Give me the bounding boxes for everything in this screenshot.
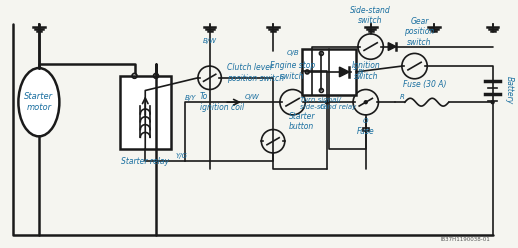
Text: B/W: B/W — [203, 38, 217, 44]
Text: Starter
motor: Starter motor — [24, 93, 53, 112]
Bar — [363, 127, 369, 131]
Text: Starter
button: Starter button — [289, 112, 315, 131]
Text: To
ignition coil: To ignition coil — [200, 93, 244, 112]
Text: O/B: O/B — [287, 50, 299, 56]
Circle shape — [491, 101, 494, 104]
Text: G: G — [320, 104, 325, 110]
Circle shape — [364, 101, 367, 104]
Text: B/Y: B/Y — [185, 95, 197, 101]
Polygon shape — [388, 43, 396, 51]
Text: O/W: O/W — [244, 94, 259, 100]
Bar — [120, 76, 170, 149]
Text: Ignition
switch: Ignition switch — [351, 61, 380, 81]
Text: Y/G: Y/G — [176, 153, 188, 159]
Polygon shape — [339, 67, 349, 77]
Text: O: O — [363, 118, 368, 124]
Text: Side-stand
switch: Side-stand switch — [350, 6, 391, 25]
Text: Fuse (30 A): Fuse (30 A) — [402, 80, 446, 89]
Text: Engine stop
switch: Engine stop switch — [270, 61, 315, 81]
Text: Gear
position
switch: Gear position switch — [405, 17, 435, 47]
Circle shape — [325, 101, 328, 104]
Text: Turn signal/
side-stand relay: Turn signal/ side-stand relay — [300, 97, 356, 110]
Text: I837H1190038-01: I837H1190038-01 — [441, 237, 491, 242]
Text: Starter relay: Starter relay — [121, 157, 169, 166]
Text: Clutch lever
position switch: Clutch lever position switch — [227, 63, 284, 83]
Text: R: R — [400, 94, 405, 100]
Ellipse shape — [19, 68, 60, 136]
Bar — [303, 49, 356, 95]
Text: Fuse: Fuse — [357, 127, 375, 136]
Text: Bl: Bl — [358, 69, 365, 75]
Text: Battery: Battery — [505, 76, 513, 105]
